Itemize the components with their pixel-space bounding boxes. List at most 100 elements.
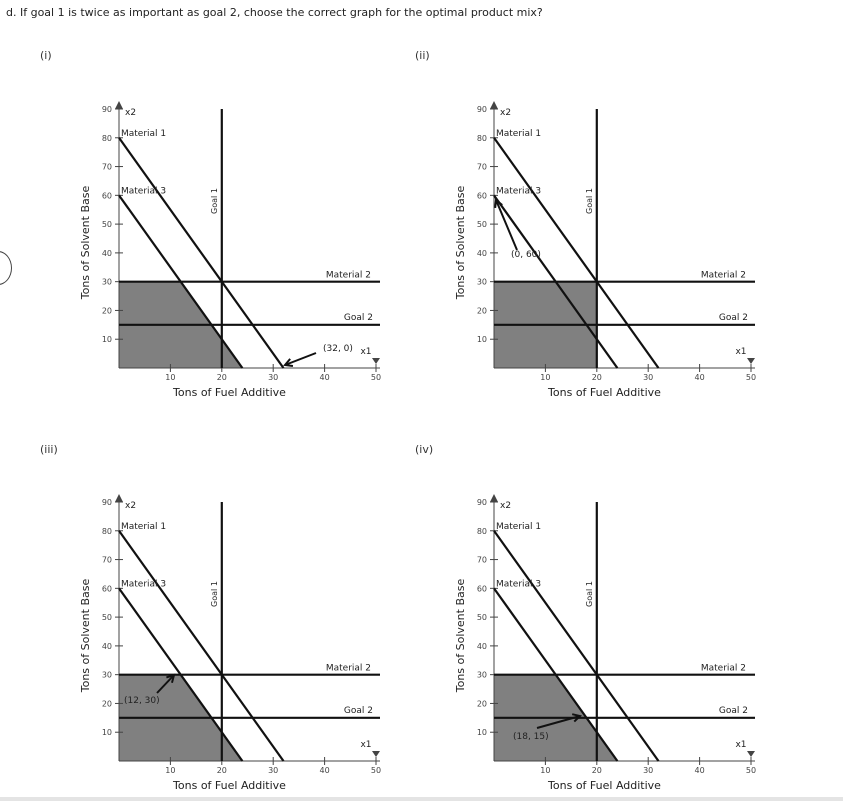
series-label-material-2: Material 2 xyxy=(701,664,746,674)
annotation-arrow-head-icon xyxy=(571,713,583,723)
y-tick-label: 30 xyxy=(477,278,487,287)
series-label-material-1: Material 1 xyxy=(496,522,541,532)
y-tick-label: 80 xyxy=(102,527,112,536)
x-tick-label: 20 xyxy=(592,373,602,382)
y-tick-label: 80 xyxy=(102,134,112,143)
option-label-iii: (iii) xyxy=(40,443,58,456)
x-tick-label: 40 xyxy=(695,766,705,775)
series-label-material-2: Material 2 xyxy=(326,271,371,281)
y-tick-label: 80 xyxy=(477,527,487,536)
x-tick-label: 30 xyxy=(268,373,278,382)
y-tick-label: 60 xyxy=(102,191,112,200)
option-label-iv: (iv) xyxy=(415,443,434,456)
x-tick-label: 10 xyxy=(540,373,550,382)
annotation-arrow-head-icon xyxy=(283,358,294,368)
chart-option-i: 10 20 30 40 50 60 70 80 90 10 20 30 40 50 Material 1 Ma… xyxy=(70,95,390,405)
annotation-label: (18, 15) xyxy=(513,732,549,742)
y-axis-arrow-icon xyxy=(115,101,123,109)
y-tick-label: 90 xyxy=(102,105,112,114)
y-tick-label: 90 xyxy=(477,105,487,114)
series-label-material-3: Material 3 xyxy=(121,186,166,196)
chart-option-iv: 10 20 30 40 50 60 70 80 90 10 20 30 40 50 Material 1 Ma… xyxy=(445,488,765,798)
series-label-material-3: Material 3 xyxy=(121,579,166,589)
x-tick-label: 20 xyxy=(217,373,227,382)
bottom-rule xyxy=(0,797,843,801)
x-tick-label: 50 xyxy=(371,766,381,775)
annotation-arrow-line xyxy=(284,352,317,366)
y-tick-label: 10 xyxy=(102,728,112,737)
y-axis-title: Tons of Solvent Base xyxy=(454,186,467,301)
x-tick-label: 20 xyxy=(217,766,227,775)
series-label-goal-2: Goal 2 xyxy=(344,313,373,323)
x-tick-label: 20 xyxy=(592,766,602,775)
y-tick-label: 10 xyxy=(102,335,112,344)
x-axis-title: Tons of Fuel Additive xyxy=(547,779,661,792)
y-axis-arrow-icon xyxy=(490,101,498,109)
y-axis-title: Tons of Solvent Base xyxy=(79,186,92,301)
y-tick-label: 80 xyxy=(477,134,487,143)
x-tick-label: 10 xyxy=(165,373,175,382)
y-tick-label: 10 xyxy=(477,728,487,737)
chart-option-ii: 10 20 30 40 50 60 70 80 90 10 20 30 40 50 Material 1 Ma… xyxy=(445,95,765,405)
x-tick-label: 10 xyxy=(165,766,175,775)
series-line-0 xyxy=(118,530,285,762)
annotation-label: (12, 30) xyxy=(124,696,160,706)
y-tick-label: 70 xyxy=(477,556,487,565)
series-label-goal-2: Goal 2 xyxy=(344,706,373,716)
x-tick-label: 50 xyxy=(371,373,381,382)
series-label-material-3: Material 3 xyxy=(496,579,541,589)
chart-option-iii: 10 20 30 40 50 60 70 80 90 10 20 30 40 50 Material 1 Ma… xyxy=(70,488,390,798)
x-axis-title: Tons of Fuel Additive xyxy=(172,779,286,792)
x-axis-name: x1 xyxy=(360,740,371,750)
annotation-arrow-line xyxy=(536,715,581,729)
annotation-arrow-line xyxy=(156,674,175,694)
y-tick-label: 70 xyxy=(102,163,112,172)
series-label-goal-1: Goal 1 xyxy=(210,581,219,607)
y-tick-label: 70 xyxy=(477,163,487,172)
y-tick-label: 60 xyxy=(477,584,487,593)
y-tick-label: 30 xyxy=(102,671,112,680)
series-label-material-2: Material 2 xyxy=(701,271,746,281)
x-axis-name: x1 xyxy=(735,347,746,357)
series-line-0 xyxy=(118,137,285,369)
x-tick-label: 50 xyxy=(746,373,756,382)
x-axis-arrow-icon xyxy=(747,358,755,364)
y-axis-name: x2 xyxy=(125,108,136,118)
y-tick-label: 90 xyxy=(102,498,112,507)
x-axis-title: Tons of Fuel Additive xyxy=(547,386,661,399)
option-label-i: (i) xyxy=(40,49,52,62)
y-tick-label: 40 xyxy=(102,642,112,651)
x-axis-arrow-icon xyxy=(372,358,380,364)
x-tick-label: 50 xyxy=(746,766,756,775)
y-axis-title: Tons of Solvent Base xyxy=(79,579,92,694)
x-axis-title: Tons of Fuel Additive xyxy=(172,386,286,399)
y-tick-label: 50 xyxy=(477,220,487,229)
x-tick-label: 30 xyxy=(643,373,653,382)
question-text: d. If goal 1 is twice as important as go… xyxy=(6,6,543,19)
series-label-material-1: Material 1 xyxy=(121,522,166,532)
series-label-material-1: Material 1 xyxy=(121,129,166,139)
y-axis-arrow-icon xyxy=(115,494,123,502)
series-label-goal-1: Goal 1 xyxy=(585,581,594,607)
annotation-arrow-head-icon xyxy=(166,673,176,683)
y-axis-arrow-icon xyxy=(490,494,498,502)
y-axis-name: x2 xyxy=(500,501,511,511)
annotation-label: (32, 0) xyxy=(323,344,353,354)
radio-button-partial[interactable] xyxy=(0,251,12,285)
y-tick-label: 20 xyxy=(102,306,112,315)
y-tick-label: 30 xyxy=(477,671,487,680)
x-tick-label: 40 xyxy=(320,373,330,382)
x-axis-name: x1 xyxy=(360,347,371,357)
y-tick-label: 50 xyxy=(102,220,112,229)
series-line-0 xyxy=(493,530,660,762)
y-tick-label: 40 xyxy=(102,249,112,258)
x-tick-label: 40 xyxy=(320,766,330,775)
y-axis-title: Tons of Solvent Base xyxy=(454,579,467,694)
annotation-arrow-line xyxy=(495,199,518,251)
series-label-material-1: Material 1 xyxy=(496,129,541,139)
y-tick-label: 50 xyxy=(102,613,112,622)
annotation-arrow-head-icon xyxy=(494,198,503,209)
y-axis-name: x2 xyxy=(500,108,511,118)
y-tick-label: 90 xyxy=(477,498,487,507)
x-tick-label: 30 xyxy=(643,766,653,775)
